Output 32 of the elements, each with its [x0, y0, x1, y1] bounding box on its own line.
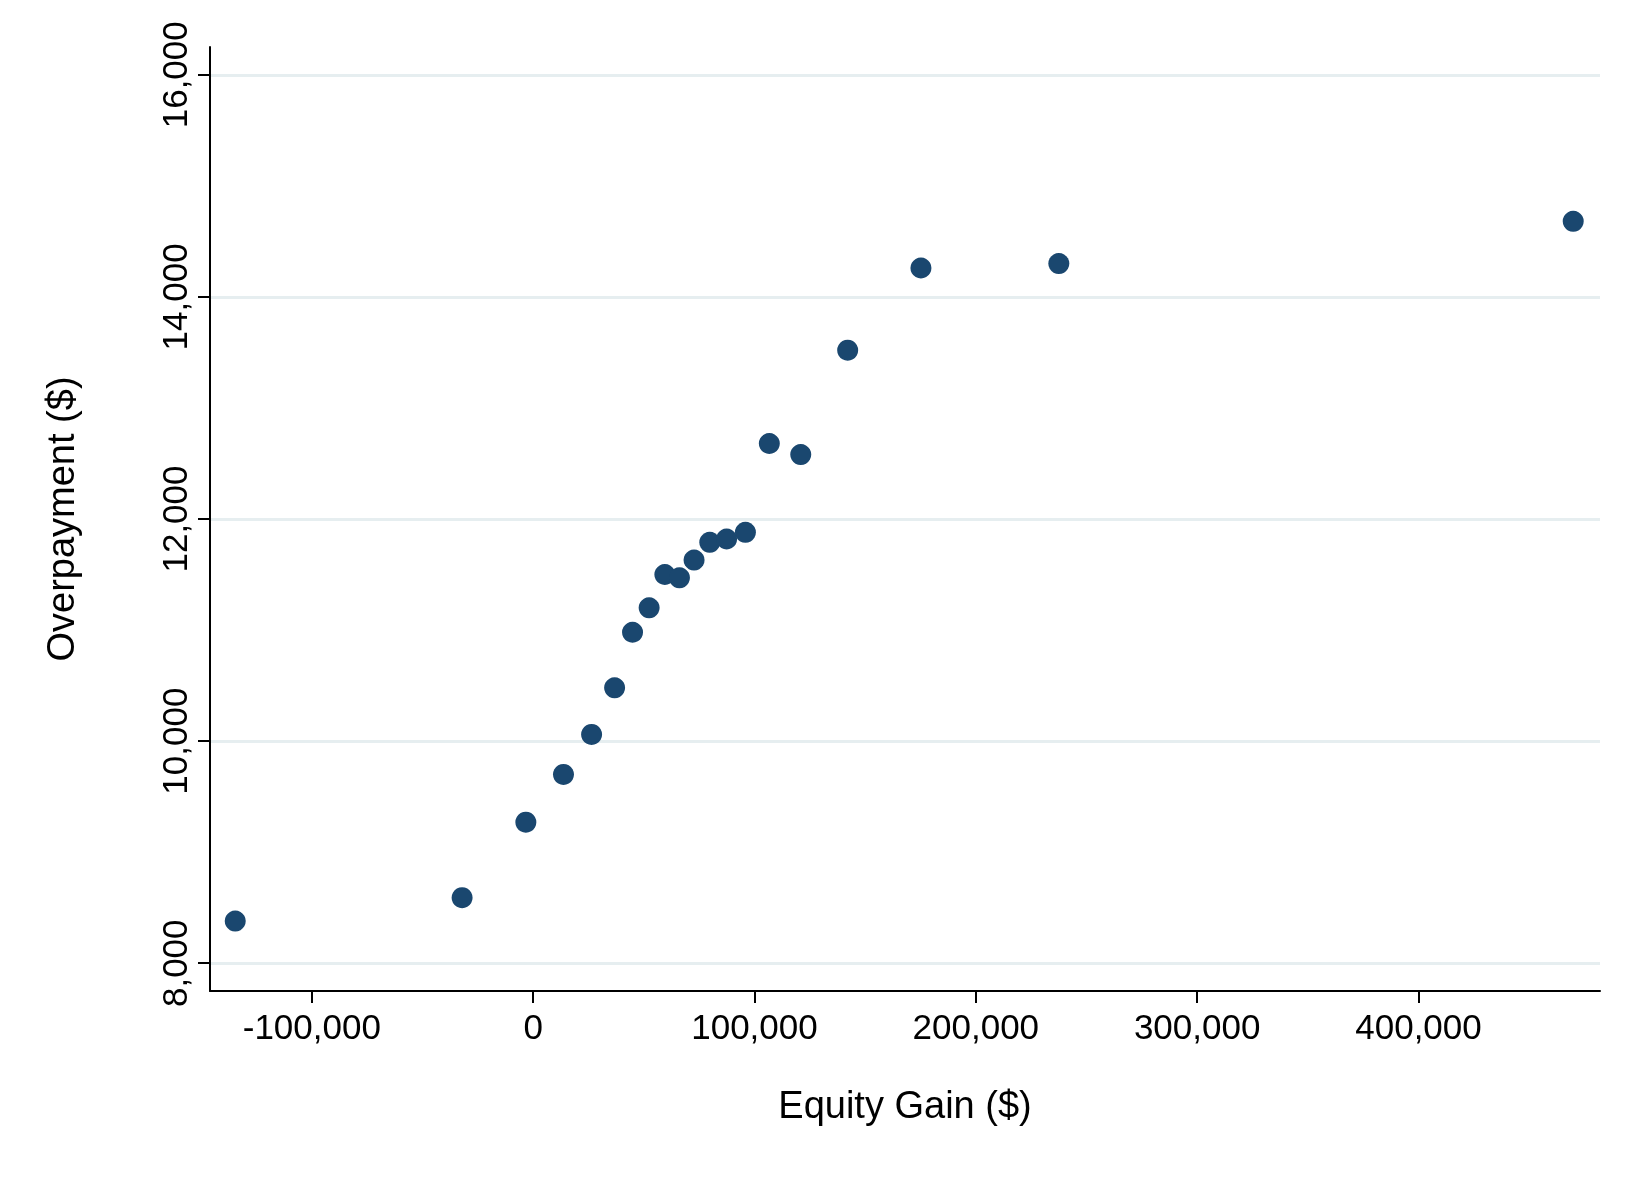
- point: [1562, 210, 1584, 232]
- x-tick-label: 200,000: [912, 1007, 1040, 1046]
- point: [451, 887, 473, 909]
- x-tick-label: 0: [523, 1007, 543, 1046]
- y-tick-label: 8,000: [155, 919, 194, 1008]
- y-tick-label: 16,000: [155, 21, 194, 129]
- point: [581, 723, 603, 745]
- y-axis-title: Overpayment ($): [40, 376, 82, 662]
- point: [837, 339, 859, 361]
- point: [553, 763, 574, 785]
- y-tick-label: 14,000: [155, 243, 194, 351]
- x-tick-label: 100,000: [691, 1007, 818, 1046]
- point: [699, 531, 721, 553]
- x-tick-label: -100,000: [242, 1007, 381, 1046]
- point: [668, 567, 690, 589]
- x-axis-title: Equity Gain ($): [778, 1084, 1032, 1126]
- point: [910, 257, 932, 279]
- point: [1048, 253, 1070, 275]
- x-tick-label: 300,000: [1133, 1007, 1261, 1046]
- point: [758, 432, 780, 454]
- point: [790, 444, 812, 466]
- y-tick-label: 12,000: [155, 465, 194, 573]
- point: [604, 677, 626, 699]
- y-tick-label: 10,000: [155, 687, 194, 795]
- x-tick-label: 400,000: [1355, 1007, 1482, 1046]
- point: [638, 597, 660, 619]
- point: [224, 910, 246, 932]
- point: [734, 521, 756, 543]
- point: [683, 549, 705, 571]
- point: [515, 811, 537, 833]
- point: [622, 621, 644, 643]
- point: [716, 528, 738, 550]
